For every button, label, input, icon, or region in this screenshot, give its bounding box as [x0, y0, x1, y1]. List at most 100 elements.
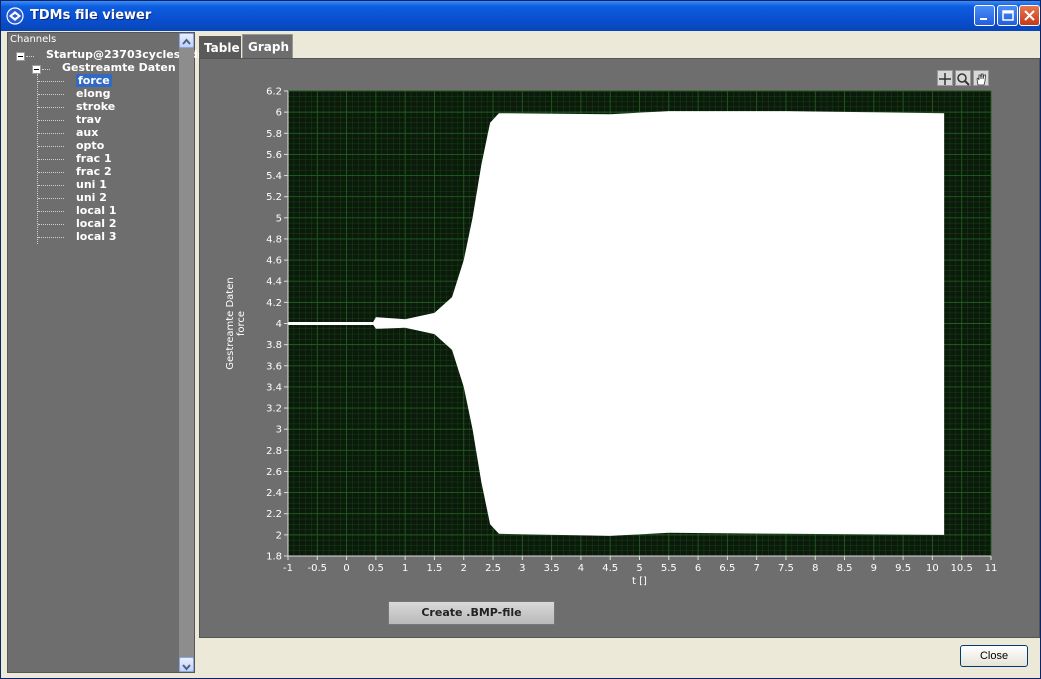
tree-node-channel[interactable]: uni 1: [76, 178, 107, 191]
tree-node-channel[interactable]: local 1: [76, 204, 117, 217]
y-tick-label: 5.2: [266, 192, 282, 203]
y-tick-label: 6: [276, 108, 282, 119]
x-tick-label: 10.5: [951, 563, 973, 574]
tree-node-channel[interactable]: aux: [76, 126, 99, 139]
x-tick-label: 9.5: [895, 563, 911, 574]
y-tick-label: 2.4: [266, 488, 282, 499]
tree-node-channel[interactable]: uni 2: [76, 191, 107, 204]
scroll-down-button[interactable]: [179, 657, 194, 672]
y-tick-label: 4.2: [266, 298, 282, 309]
maximize-button[interactable]: [997, 5, 1018, 26]
tree-connector: [38, 224, 64, 225]
x-tick-label: 6: [695, 563, 701, 574]
y-tick-label: 3.6: [266, 361, 282, 372]
x-tick-label: 3: [519, 563, 525, 574]
x-tick-label: 8.5: [837, 563, 853, 574]
chevron-down-icon: [182, 664, 191, 671]
channel-tree[interactable]: Channels Startup@23703cycles.tdm Gestrea…: [8, 33, 209, 672]
tree-node-channel[interactable]: frac 1: [76, 152, 112, 165]
y-tick-label: 5.8: [266, 129, 282, 140]
y-tick-label: 4: [276, 319, 282, 330]
force-graph[interactable]: 1.8 2 2.2 2.4 2.6 2.8 3 3.2 3.4 3.6 3.8 4 4.2 4.4 4.6 4…: [200, 59, 1039, 599]
tree-connector: [42, 69, 50, 70]
close-window-button[interactable]: [1019, 5, 1040, 26]
y-tick-label: 5: [276, 213, 282, 224]
x-tick-label: 0: [343, 563, 349, 574]
tree-connector: [38, 133, 64, 134]
pan-hand-icon[interactable]: [973, 70, 989, 86]
tree-node-channel[interactable]: force: [76, 74, 112, 87]
tree-connector: [38, 81, 64, 82]
create-bmp-button[interactable]: Create .BMP-file: [388, 601, 555, 625]
y-tick-label: 2.2: [266, 509, 282, 520]
x-tick-label: -1: [283, 563, 293, 574]
tree-connector: [38, 159, 64, 160]
tree-node-channel[interactable]: trav: [76, 113, 102, 126]
x-tick-label: 0.5: [368, 563, 384, 574]
tree-connector: [38, 172, 64, 173]
tree-node-channel[interactable]: local 3: [76, 230, 117, 243]
tree-scrollbar[interactable]: [179, 33, 194, 672]
minimize-button[interactable]: [974, 5, 995, 26]
y-tick-label: 5.6: [266, 150, 282, 161]
tree-node-channel[interactable]: stroke: [76, 100, 116, 113]
y-tick-label: 3.2: [266, 404, 282, 415]
x-tick-label: 8: [812, 563, 818, 574]
close-button[interactable]: Close: [960, 645, 1028, 667]
x-tick-label: 9: [871, 563, 877, 574]
tab-graph[interactable]: Graph: [242, 34, 293, 58]
tree-node-group[interactable]: Gestreamte Daten: [62, 61, 176, 74]
tab-table[interactable]: Table: [199, 36, 241, 58]
y-tick-label: 3: [276, 425, 282, 436]
x-tick-label: 2: [461, 563, 467, 574]
y-axis-label-line: force: [236, 311, 247, 336]
expand-group-toggle[interactable]: [32, 65, 41, 74]
tree-node-channel[interactable]: opto: [76, 139, 105, 152]
x-axis-label: t []: [632, 576, 647, 587]
y-tick-label: 3.4: [266, 382, 282, 393]
tree-node-file[interactable]: Startup@23703cycles.tdm: [46, 48, 210, 61]
title-bar[interactable]: TDMs file viewer: [1, 1, 1040, 31]
x-tick-label: 6.5: [719, 563, 735, 574]
tree-header: Channels: [10, 34, 57, 45]
tree-connector: [38, 185, 64, 186]
x-tick-label: -0.5: [308, 563, 328, 574]
y-tick-label: 4.4: [266, 277, 282, 288]
y-tick-label: 1.8: [266, 552, 282, 563]
tree-connector: [38, 198, 64, 199]
y-tick-label: 3.8: [266, 340, 282, 351]
x-tick-label: 4.5: [602, 563, 618, 574]
tree-node-channel[interactable]: local 2: [76, 217, 117, 230]
scroll-up-button[interactable]: [179, 33, 194, 48]
tree-connector: [38, 211, 64, 212]
footer-bar: Close: [199, 638, 1040, 678]
cursor-crosshair-icon[interactable]: [937, 70, 953, 86]
y-axis-label: Gestreamte Datenforce: [225, 277, 247, 369]
x-tick-label: 7: [753, 563, 759, 574]
tree-connector: [38, 107, 64, 108]
x-tick-label: 5: [636, 563, 642, 574]
app-icon: [6, 7, 24, 25]
x-tick-label: 11: [985, 563, 998, 574]
y-tick-label: 2.8: [266, 446, 282, 457]
tree-connector: [38, 237, 64, 238]
x-tick-label: 5.5: [661, 563, 677, 574]
x-tick-label: 1.5: [427, 563, 443, 574]
y-tick-label: 6.2: [266, 87, 282, 98]
graph-panel: 1.8 2 2.2 2.4 2.6 2.8 3 3.2 3.4 3.6 3.8 4 4.2 4.4 4.6 4…: [199, 58, 1040, 638]
maximize-icon: [1002, 10, 1014, 21]
x-tick-label: 2.5: [485, 563, 501, 574]
zoom-icon[interactable]: [955, 70, 971, 86]
tree-node-channel[interactable]: frac 2: [76, 165, 112, 178]
tree-connector: [38, 120, 64, 121]
y-axis-label-line: Gestreamte Daten: [225, 277, 236, 369]
tree-node-channel[interactable]: elong: [76, 87, 111, 100]
minimize-icon: [980, 18, 987, 20]
x-tick-label: 3.5: [544, 563, 560, 574]
channel-tree-panel: Channels Startup@23703cycles.tdm Gestrea…: [7, 32, 209, 673]
expand-file-toggle[interactable]: [16, 52, 25, 61]
x-tick-label: 10: [926, 563, 939, 574]
close-icon: [1024, 10, 1035, 21]
window-title: TDMs file viewer: [30, 8, 152, 23]
